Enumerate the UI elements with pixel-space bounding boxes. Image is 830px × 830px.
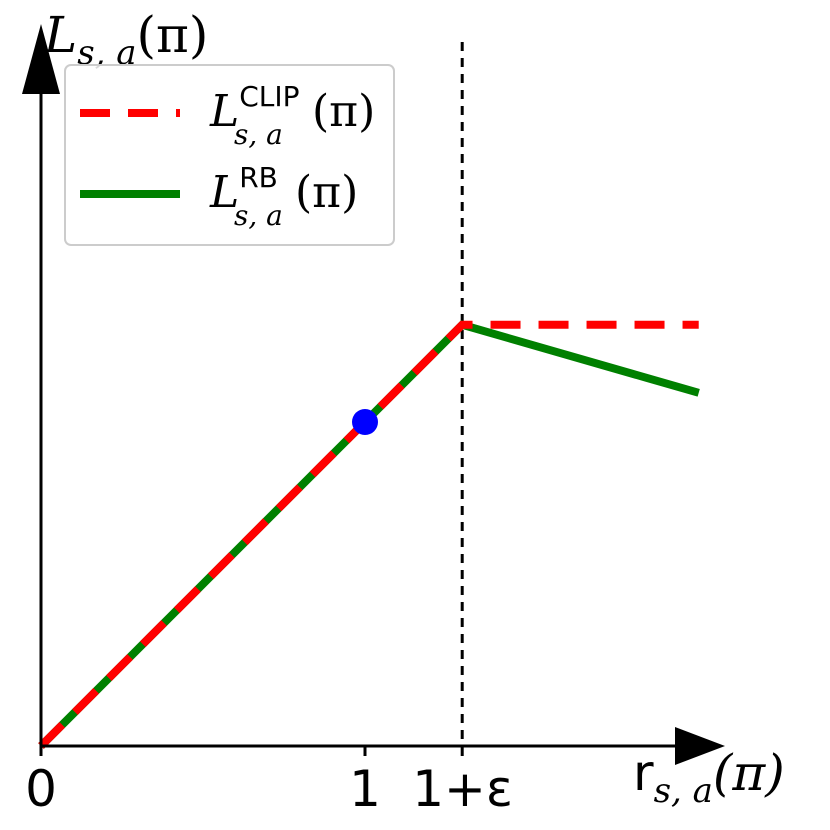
x-axis-label: rs, a(π) <box>633 744 785 811</box>
x-tick-group: 0 1 1+ε <box>25 746 513 818</box>
x-axis-arrow <box>675 727 725 765</box>
legend: LCLIP s, a (π) LRB s, a (π) <box>64 64 395 246</box>
series-line-rb <box>38 320 700 749</box>
y-axis-arrow <box>22 24 60 94</box>
y-axis-label: Ls, a(π) <box>43 6 208 73</box>
ratio-one-marker <box>352 409 378 435</box>
legend-label-rb: LRB s, a (π) <box>209 161 358 232</box>
series-line-clip <box>38 320 699 749</box>
legend-label-clip: LCLIP s, a (π) <box>209 80 375 151</box>
x-tick-label: 0 <box>25 760 57 818</box>
x-tick-label: 1 <box>349 760 381 818</box>
x-tick-label: 1+ε <box>412 760 513 818</box>
